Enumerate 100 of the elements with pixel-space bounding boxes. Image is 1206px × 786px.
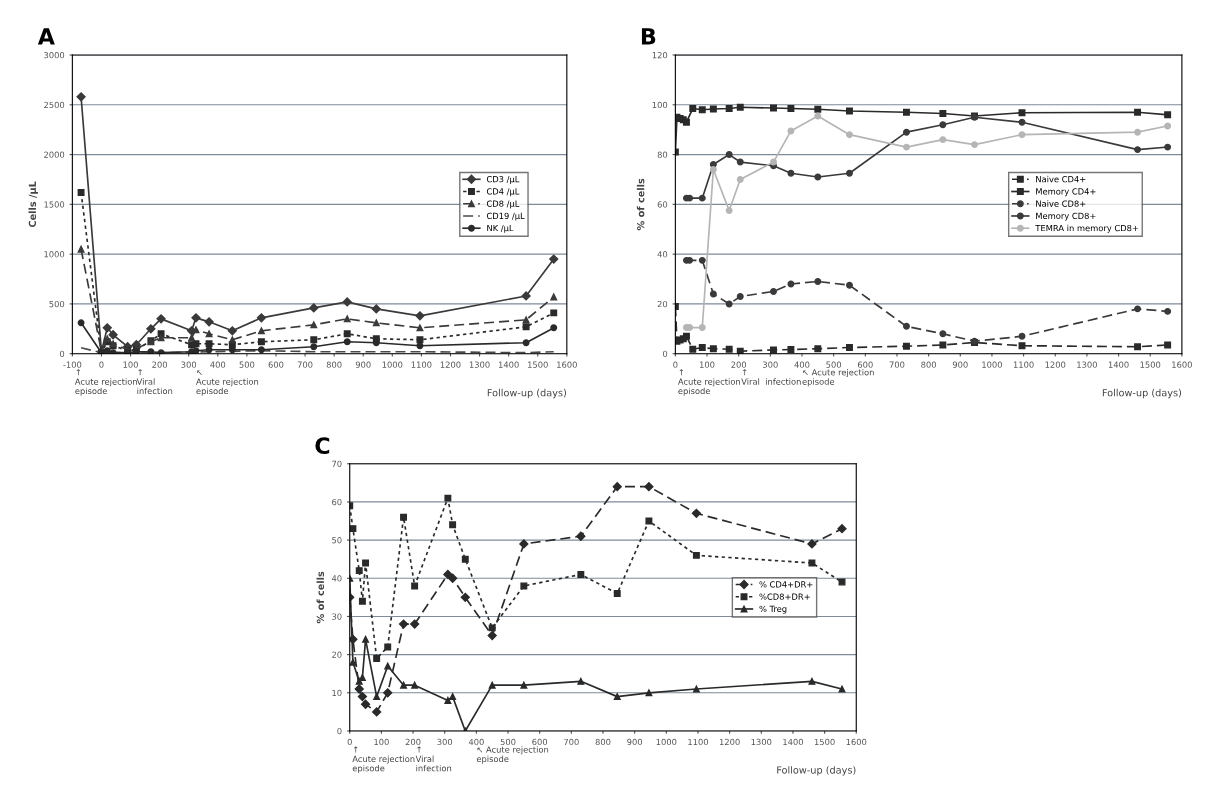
- text: ↑ Acute rejection episode: [74, 369, 137, 396]
- x-tick-label: 300: [437, 738, 453, 746]
- y-axis-title: Cells /μL: [28, 181, 38, 228]
- x-tick-label: 700: [889, 361, 905, 368]
- x-tick-label: 1100: [1013, 361, 1034, 368]
- x-tick-label: 1500: [814, 738, 835, 746]
- legend-label: TEMRA in memory CD8+: [1035, 224, 1139, 233]
- text: ↑ Viral infection: [415, 746, 452, 772]
- text: ↑ Acute rejection episode: [677, 369, 740, 396]
- x-tick-label: 600: [532, 738, 548, 746]
- y-tick-label: 80: [657, 151, 668, 158]
- x-tick-label: -100: [63, 361, 82, 368]
- text: ↖ Acute rejection episode: [476, 746, 549, 764]
- x-tick-label: 400: [468, 738, 484, 746]
- x-tick-label: 0: [99, 361, 104, 368]
- y-tick-label: 3000: [44, 52, 65, 59]
- legend-label: %CD8+DR+: [759, 593, 810, 600]
- x-tick-label: 1600: [557, 361, 577, 368]
- y-tick-label: 10: [332, 689, 342, 697]
- y-tick-label: 2500: [44, 101, 65, 109]
- x-tick-label: 1000: [382, 361, 403, 368]
- text: ↑ Viral infection: [136, 369, 173, 395]
- legend-label: % CD4+DR+: [759, 581, 813, 588]
- x-tick-label: 300: [763, 361, 778, 368]
- chart-title: B: [641, 28, 656, 45]
- x-tick-label: 1100: [411, 361, 432, 368]
- x-tick-label: 1300: [469, 361, 490, 368]
- x-tick-label: 0: [673, 361, 678, 368]
- legend-label: % Treg: [759, 605, 787, 614]
- x-tick-label: 600: [857, 361, 873, 368]
- x-tick-label: 500: [826, 361, 842, 368]
- x-tick-label: 1200: [1045, 361, 1066, 368]
- x-tick-label: 500: [500, 738, 516, 746]
- x-tick-label: 1400: [498, 361, 519, 368]
- y-tick-label: 2000: [44, 151, 65, 158]
- x-tick-label: 1200: [719, 738, 740, 746]
- y-tick-label: 100: [652, 101, 668, 109]
- x-tick-label: 1400: [783, 738, 803, 746]
- legend-label: CD4 /μL: [486, 188, 520, 197]
- x-tick-label: 1500: [528, 361, 548, 368]
- y-tick-label: 1000: [44, 251, 65, 258]
- y-tick-label: 120: [652, 52, 668, 59]
- y-tick-label: 0: [59, 350, 65, 357]
- x-tick-label: 400: [794, 361, 810, 368]
- x-tick-label: 700: [297, 361, 313, 368]
- x-tick-label: 1500: [1140, 361, 1161, 368]
- x-tick-label: 1100: [688, 738, 709, 746]
- text: ↑ Viral infection: [741, 369, 801, 385]
- x-tick-label: 1000: [982, 361, 1002, 368]
- x-axis-title: Follow-up (days): [1102, 388, 1182, 399]
- x-tick-label: 700: [564, 738, 579, 746]
- y-tick-label: 40: [331, 575, 342, 582]
- x-tick-label: 1300: [1077, 361, 1097, 368]
- x-tick-label: 800: [921, 361, 937, 368]
- y-tick-label: 0: [662, 350, 668, 357]
- x-tick-label: 900: [952, 361, 968, 368]
- legend-label: NK /μL: [487, 225, 514, 233]
- x-tick-label: 300: [181, 361, 197, 368]
- x-tick-label: 900: [355, 361, 371, 368]
- x-tick-label: 400: [210, 361, 226, 368]
- x-tick-label: 0: [347, 738, 352, 746]
- x-tick-label: 1200: [440, 361, 461, 368]
- y-tick-label: 20: [657, 300, 668, 308]
- text: ↖ Acute rejection episode: [196, 370, 259, 396]
- x-tick-label: 200: [731, 361, 747, 368]
- x-tick-label: 800: [595, 738, 611, 746]
- chart-title: C: [315, 437, 330, 455]
- x-tick-label: 1300: [751, 738, 772, 746]
- y-axis-title: % of cells: [316, 571, 325, 624]
- text: ↖ Acute rejection episode: [802, 368, 874, 387]
- x-tick-label: 1400: [1108, 361, 1129, 368]
- y-tick-label: 500: [49, 300, 65, 308]
- x-tick-label: 500: [239, 361, 255, 368]
- x-tick-label: 800: [326, 361, 342, 368]
- x-tick-label: 200: [405, 738, 421, 746]
- y-tick-label: 40: [657, 251, 668, 258]
- legend-label: Naive CD8+: [1036, 200, 1086, 207]
- y-tick-label: 1500: [44, 201, 65, 208]
- text: ↑ Acute rejection episode: [352, 746, 415, 773]
- legend-label: CD8 /μL: [486, 200, 520, 209]
- legend-label: Naive CD4+: [1036, 175, 1086, 183]
- y-axis-title: % of cells: [636, 178, 645, 231]
- legend-label: Memory CD8+: [1036, 212, 1096, 221]
- x-tick-label: 100: [123, 361, 138, 368]
- y-tick-label: 60: [332, 498, 342, 506]
- x-tick-label: 900: [627, 738, 643, 746]
- x-tick-label: 100: [699, 361, 715, 368]
- legend-label: CD3 /μL: [486, 176, 520, 184]
- x-tick-label: 600: [268, 361, 284, 368]
- y-tick-label: 20: [332, 651, 342, 658]
- x-tick-label: 100: [374, 738, 389, 746]
- y-tick-label: 30: [332, 613, 342, 620]
- x-axis-title: Follow-up (days): [777, 766, 856, 776]
- legend-label: Memory CD4+: [1036, 188, 1096, 197]
- x-tick-label: 1600: [846, 738, 867, 746]
- x-axis-title: Follow-up (days): [487, 388, 566, 399]
- x-tick-label: 200: [152, 361, 168, 368]
- y-tick-label: 0: [337, 727, 342, 735]
- y-tick-label: 50: [332, 537, 342, 544]
- x-tick-label: 1600: [1172, 361, 1192, 368]
